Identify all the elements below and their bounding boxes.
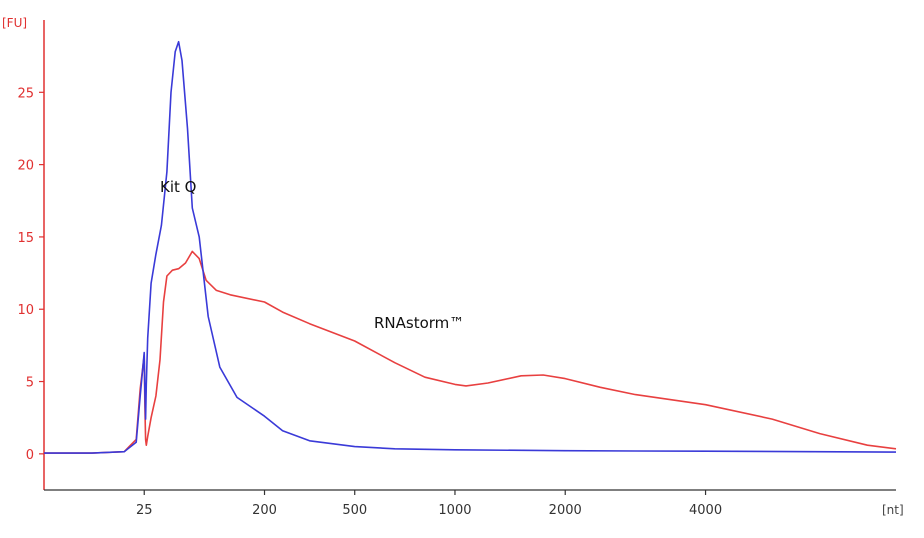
series-lines (44, 40, 897, 454)
axes (43, 20, 896, 491)
y-tick-label: 15 (17, 231, 34, 246)
x-ticks: 25 200 500 1000 2000 4000 (136, 490, 722, 518)
series-line-rnastorm (44, 250, 897, 454)
y-tick-label: 10 (17, 303, 34, 318)
x-tick-label: 200 (252, 503, 277, 518)
x-tick-label: 500 (342, 503, 367, 518)
series-label-kit-q: Kit Q (160, 178, 196, 196)
x-tick-label: 25 (136, 503, 153, 518)
y-tick-label: 0 (26, 448, 34, 463)
series-label-rnastorm: RNAstorm™ (374, 314, 464, 332)
y-tick-label: 20 (17, 159, 34, 174)
y-tick-label: 5 (26, 376, 34, 391)
x-tick-label: 4000 (689, 503, 722, 518)
y-axis-unit: [FU] (2, 16, 27, 30)
series-line-kit-q (44, 40, 897, 454)
x-axis-unit: [nt] (882, 503, 904, 517)
x-tick-label: 1000 (438, 503, 471, 518)
y-tick-label: 25 (17, 86, 34, 101)
y-ticks: 0 5 10 15 20 25 (17, 86, 44, 463)
x-tick-label: 2000 (549, 503, 582, 518)
